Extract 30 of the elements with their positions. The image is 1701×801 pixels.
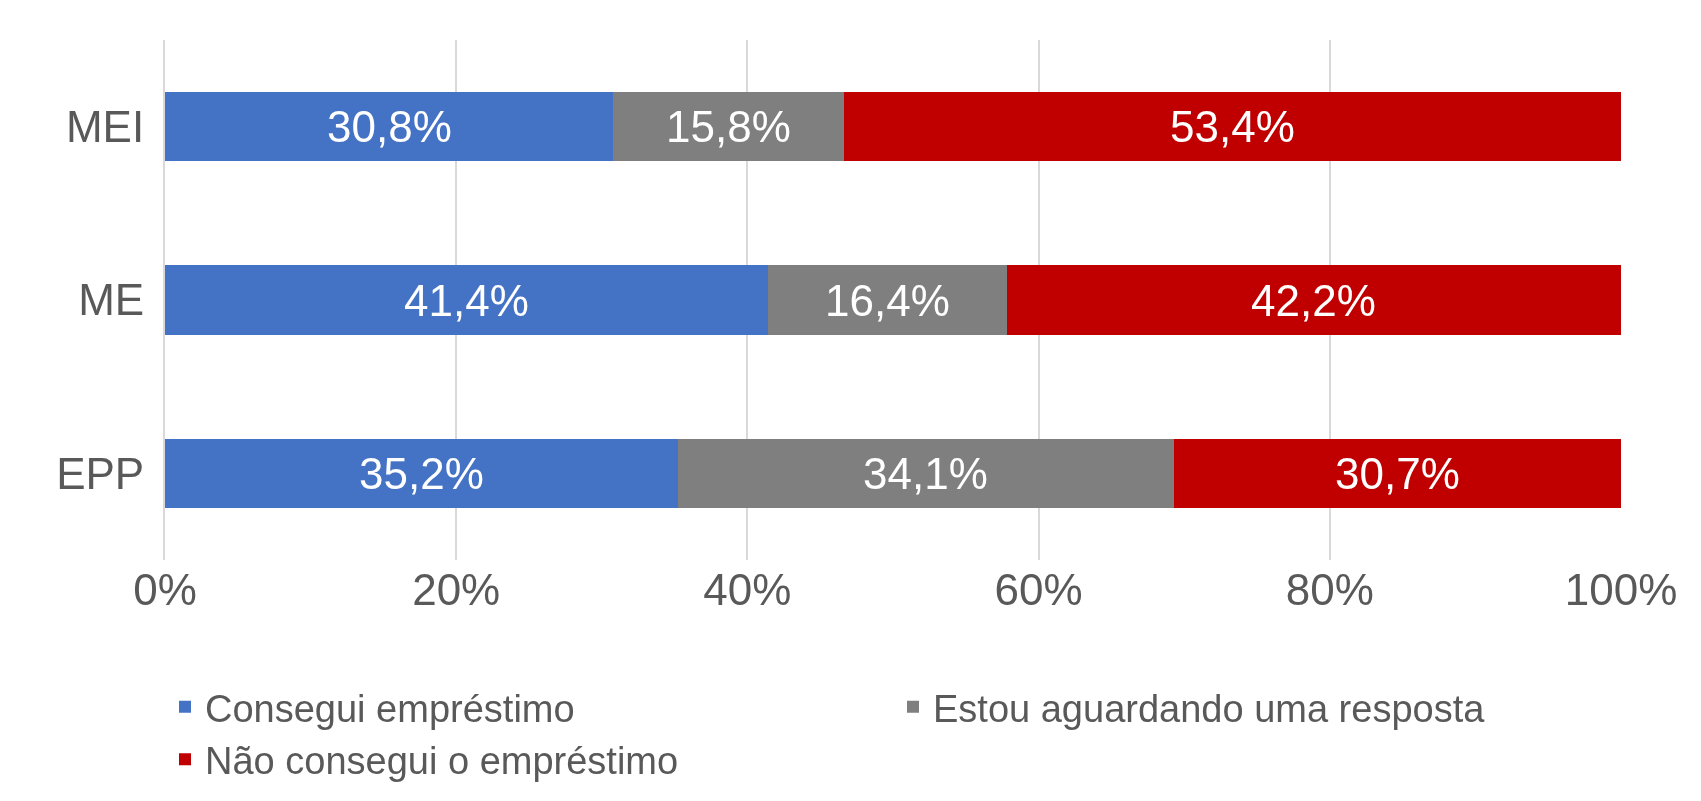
bar — [767, 265, 1007, 335]
data-label: 41,4% — [404, 276, 529, 325]
bar — [1006, 265, 1621, 335]
x-tick-label: 20% — [412, 565, 501, 614]
data-label: 53,4% — [1170, 102, 1295, 151]
data-label: 30,7% — [1335, 449, 1460, 498]
data-label: 34,1% — [863, 449, 988, 498]
legend-label: Consegui empréstimo — [205, 687, 575, 730]
bar — [1174, 438, 1621, 508]
bar — [165, 265, 768, 335]
legend-label: Não consegui o empréstimo — [205, 740, 679, 783]
bar — [165, 92, 614, 162]
y-tick-label: EPP — [56, 448, 145, 498]
x-tick-label: 100% — [1564, 565, 1678, 614]
bar — [165, 438, 678, 508]
y-tick-label: ME — [78, 275, 145, 325]
data-label: 16,4% — [825, 276, 950, 325]
bar — [843, 92, 1621, 162]
legend-label: Estou aguardando uma resposta — [933, 687, 1486, 730]
bar — [613, 92, 844, 162]
x-tick-label: 60% — [994, 565, 1083, 614]
data-label: 30,8% — [327, 102, 452, 151]
data-label: 15,8% — [666, 102, 791, 151]
x-tick-label: 80% — [1285, 565, 1374, 614]
data-label: 42,2% — [1251, 276, 1376, 325]
x-tick-label: 0% — [133, 565, 197, 614]
y-tick-label: MEI — [65, 102, 145, 152]
x-tick-label: 40% — [703, 565, 792, 614]
bar — [677, 438, 1175, 508]
data-label: 35,2% — [359, 449, 484, 498]
